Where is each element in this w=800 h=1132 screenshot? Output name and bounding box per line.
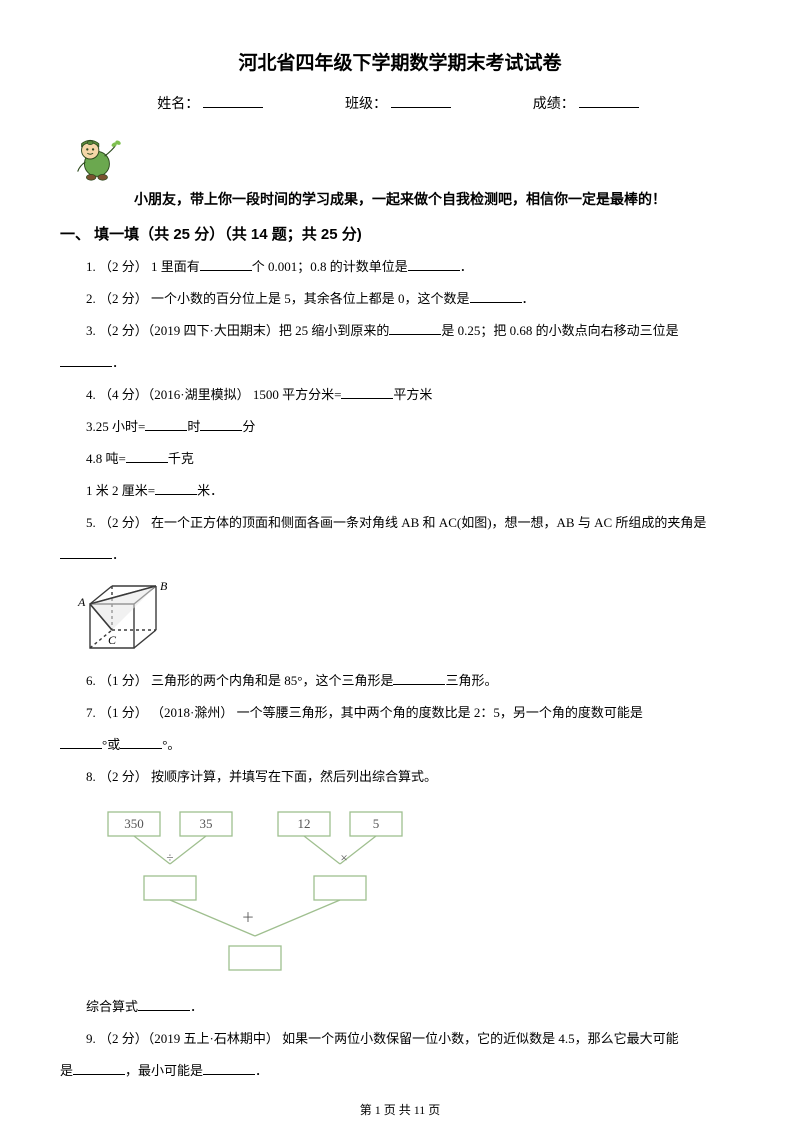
question-5: 5. （2 分） 在一个正方体的顶面和侧面各画一条对角线 AB 和 AC(如图)… [60,510,740,536]
score-blank[interactable] [579,107,639,108]
question-1: 1. （2 分） 1 里面有个 0.001；0.8 的计数单位是． [60,254,740,280]
q6-blank[interactable] [393,671,445,685]
class-blank[interactable] [391,107,451,108]
q1-blank1[interactable] [200,257,252,271]
info-line: 姓名： 班级： 成绩： [60,93,740,113]
q1-blank2[interactable] [408,257,460,271]
q2-blank[interactable] [470,289,522,303]
calc-tree-figure: 350 35 12 5 ÷ × ＋ [98,806,458,986]
cube-label-c: C [108,633,117,647]
question-4-line1: 4. （4 分）（2016·湖里模拟） 1500 平方分米=平方米 [60,382,740,408]
question-4-line2: 3.25 小时=时分 [60,414,740,440]
calc-box-c: 12 [298,816,311,831]
q4-blank3[interactable] [200,417,242,431]
calc-box-d: 5 [373,816,380,831]
op-div: ÷ [166,850,173,865]
q5-blank[interactable] [60,545,112,559]
question-5-line2: ． [60,542,740,568]
encourage-text: 小朋友，带上你一段时间的学习成果，一起来做个自我检测吧，相信你一定是最棒的！ [134,189,740,209]
question-7-line2: °或°。 [60,732,740,758]
question-4-line3: 4.8 吨=千克 [60,446,740,472]
question-3: 3. （2 分）（2019 四下·大田期末）把 25 缩小到原来的是 0.25；… [60,318,740,344]
question-8: 8. （2 分） 按顺序计算，并填写在下面，然后列出综合算式。 [60,764,740,790]
calc-box-a: 350 [124,816,144,831]
page-title: 河北省四年级下学期数学期末考试试卷 [60,48,740,75]
name-blank[interactable] [203,107,263,108]
q7-blank2[interactable] [120,735,162,749]
question-9-line2: 是，最小可能是． [60,1058,740,1084]
q4-blank5[interactable] [155,481,197,495]
name-label: 姓名： [157,95,199,111]
page-footer: 第 1 页 共 11 页 [0,1101,800,1118]
q9-blank2[interactable] [203,1061,255,1075]
q4-blank4[interactable] [126,449,168,463]
op-plus: ＋ [241,910,254,925]
class-label: 班级： [345,95,387,111]
question-3-line2: ． [60,350,740,376]
question-9: 9. （2 分）（2019 五上·石林期中） 如果一个两位小数保留一位小数，它的… [60,1026,740,1052]
cube-label-a: A [77,595,86,609]
question-2: 2. （2 分） 一个小数的百分位上是 5，其余各位上都是 0，这个数是． [60,286,740,312]
question-7: 7. （1 分） （2018·滁州） 一个等腰三角形，其中两个角的度数比是 2：… [60,700,740,726]
q8-blank[interactable] [138,997,190,1011]
section-header: 一、 填一填（共 25 分）（共 14 题；共 25 分) [60,223,740,244]
q3-blank1[interactable] [389,321,441,335]
calc-box-b: 35 [200,816,213,831]
mascot-icon [66,135,124,185]
q9-blank1[interactable] [73,1061,125,1075]
q4-blank2[interactable] [145,417,187,431]
q3-blank2[interactable] [60,353,112,367]
cube-figure: A B C [70,580,180,658]
q7-blank1[interactable] [60,735,102,749]
question-4-line4: 1 米 2 厘米=米． [60,478,740,504]
question-6: 6. （1 分） 三角形的两个内角和是 85°，这个三角形是三角形。 [60,668,740,694]
question-8-summary: 综合算式． [60,994,740,1020]
score-label: 成绩： [533,95,575,111]
q4-blank1[interactable] [341,385,393,399]
cube-label-b: B [160,580,168,593]
op-mul: × [340,850,347,865]
